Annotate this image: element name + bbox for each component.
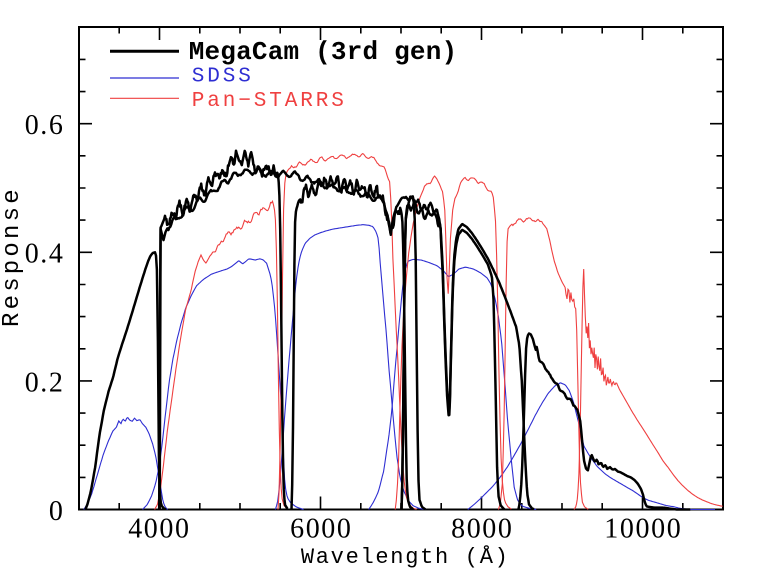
svg-text:0: 0 — [49, 496, 65, 527]
svg-text:Pan−STARRS: Pan−STARRS — [192, 90, 347, 113]
svg-text:SDSS: SDSS — [192, 66, 254, 89]
svg-text:Wavelength (Å): Wavelength (Å) — [301, 544, 510, 570]
svg-text:4000: 4000 — [128, 514, 190, 545]
svg-text:MegaCam (3rd gen): MegaCam (3rd gen) — [189, 37, 458, 67]
svg-text:Response: Response — [0, 186, 26, 327]
svg-text:0.6: 0.6 — [25, 110, 65, 141]
svg-text:8000: 8000 — [451, 514, 513, 545]
svg-text:6000: 6000 — [290, 514, 352, 545]
svg-text:0.4: 0.4 — [25, 239, 65, 270]
svg-text:10000: 10000 — [604, 514, 682, 545]
svg-text:0.2: 0.2 — [25, 367, 65, 398]
